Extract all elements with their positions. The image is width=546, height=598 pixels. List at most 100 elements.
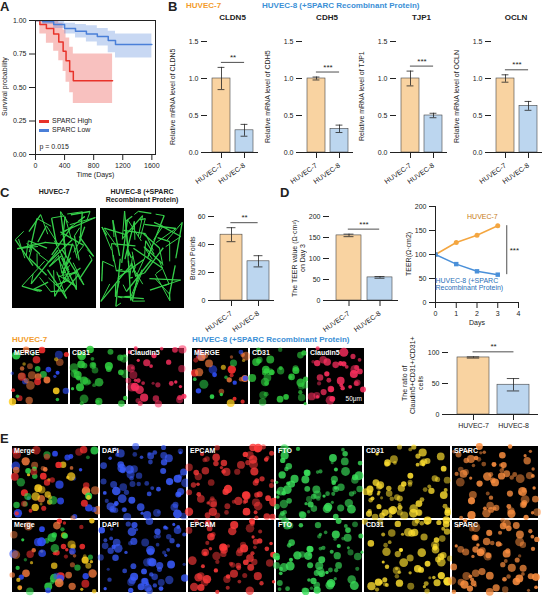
- svg-text:HUVEC-7: HUVEC-7: [467, 213, 498, 220]
- svg-text:1.0: 1.0: [189, 75, 199, 82]
- svg-text:***: ***: [512, 60, 521, 69]
- svg-text:0.0: 0.0: [472, 149, 482, 156]
- html-text:SPARC Low: SPARC Low: [52, 126, 91, 133]
- svg-text:200: 200: [415, 203, 427, 210]
- svg-text:0: 0: [423, 299, 427, 306]
- svg-text:0: 0: [436, 411, 440, 418]
- svg-text:HUVEC-8: HUVEC-8: [312, 162, 341, 185]
- html-text:HUVEC-7: HUVEC-7: [12, 335, 48, 344]
- svg-text:0.0: 0.0: [378, 149, 388, 156]
- html-text:Branch Points: Branch Points: [189, 236, 196, 280]
- html-text:HUVEC-8 (+SPARC Recombinant Pr: HUVEC-8 (+SPARC Recombinant Protein): [262, 1, 420, 10]
- html-text:C: C: [0, 185, 10, 200]
- svg-text:HUVEC-7: HUVEC-7: [322, 310, 351, 333]
- html-text:The ratio of Claudin5+CD31+/CD: The ratio of Claudin5+CD31+/CD31+ cells: [401, 336, 424, 414]
- svg-text:**: **: [230, 53, 236, 62]
- svg-text:HUVEC-7: HUVEC-7: [194, 161, 224, 186]
- svg-text:50: 50: [313, 276, 321, 283]
- svg-text:1600: 1600: [144, 162, 160, 169]
- svg-text:HUVEC-8: HUVEC-8: [217, 162, 246, 185]
- svg-text:0.0: 0.0: [189, 149, 199, 156]
- svg-text:100: 100: [415, 251, 427, 258]
- html-text:OCLN: OCLN: [504, 13, 528, 22]
- html-text:CDH5: CDH5: [316, 13, 338, 22]
- svg-text:HUVEC-8: HUVEC-8: [498, 422, 529, 429]
- svg-text:0.50: 0.50: [13, 84, 27, 91]
- html-text:Relative mRNA level of OCLN: Relative mRNA level of OCLN: [452, 50, 460, 143]
- svg-text:1.0: 1.0: [283, 75, 293, 82]
- svg-text:200: 200: [309, 213, 321, 220]
- svg-text:0.25: 0.25: [13, 117, 27, 124]
- svg-text:HUVEC-7: HUVEC-7: [288, 161, 318, 186]
- svg-text:100: 100: [428, 349, 440, 356]
- html-text:HUVEC-8 (+SPARC Recombinant Pr: HUVEC-8 (+SPARC Recombinant Protein): [105, 188, 179, 203]
- svg-text:***: ***: [323, 63, 332, 72]
- svg-text:p = 0.015: p = 0.015: [40, 143, 69, 151]
- svg-text:Time (Days): Time (Days): [77, 171, 115, 179]
- svg-text:1.5: 1.5: [189, 38, 199, 45]
- svg-text:0.5: 0.5: [378, 112, 388, 119]
- svg-text:HUVEC-8 (+SPARCRecombinant Pro: HUVEC-8 (+SPARCRecombinant Protein): [436, 277, 504, 292]
- html-text:HUVEC-8 (+SPARC Recombinant Pr: HUVEC-8 (+SPARC Recombinant Protein): [192, 335, 350, 344]
- svg-text:40: 40: [198, 241, 206, 248]
- svg-text:1.0: 1.0: [378, 75, 388, 82]
- svg-text:HUVEC-7: HUVEC-7: [458, 422, 489, 429]
- svg-text:3: 3: [496, 310, 500, 317]
- html-text:Survival probability: Survival probability: [1, 57, 8, 117]
- svg-text:HUVEC-8: HUVEC-8: [231, 310, 260, 333]
- svg-text:***: ***: [417, 57, 426, 66]
- html-text:E: E: [0, 431, 9, 446]
- svg-text:0: 0: [317, 297, 321, 304]
- svg-text:0.5: 0.5: [472, 112, 482, 119]
- html-text:The TEER value (Ω·cm²) on Day: The TEER value (Ω·cm²) on Day 3: [291, 219, 306, 297]
- svg-text:1.00: 1.00: [13, 17, 27, 24]
- svg-text:***: ***: [359, 220, 368, 229]
- html-text:A: A: [0, 0, 10, 14]
- svg-text:1.0: 1.0: [472, 75, 482, 82]
- svg-text:0: 0: [434, 310, 438, 317]
- svg-text:HUVEC-8: HUVEC-8: [353, 310, 382, 333]
- svg-text:150: 150: [309, 234, 321, 241]
- svg-text:20: 20: [198, 269, 206, 276]
- html-text:B: B: [168, 0, 178, 14]
- svg-text:2: 2: [475, 310, 479, 317]
- svg-text:50: 50: [432, 380, 440, 387]
- html-text:CLDN5: CLDN5: [219, 13, 246, 22]
- html-text:TJP1: TJP1: [411, 13, 432, 22]
- svg-text:***: ***: [510, 246, 519, 255]
- svg-text:60: 60: [198, 213, 206, 220]
- svg-text:1.5: 1.5: [283, 38, 293, 45]
- svg-text:0.5: 0.5: [283, 112, 293, 119]
- html-text:Relative mRNA level of TJP1: Relative mRNA level of TJP1: [358, 51, 365, 142]
- svg-text:0.75: 0.75: [13, 50, 27, 57]
- html-text:TEER(Ω·cm2): TEER(Ω·cm2): [405, 231, 412, 277]
- html-text:D: D: [280, 185, 290, 200]
- svg-text:800: 800: [88, 162, 100, 169]
- svg-text:HUVEC-7: HUVEC-7: [204, 310, 233, 333]
- svg-text:0: 0: [34, 162, 38, 169]
- svg-text:1200: 1200: [115, 162, 131, 169]
- html-text:Relative mRNA level of CDH5: Relative mRNA level of CDH5: [263, 50, 271, 143]
- svg-text:HUVEC-8: HUVEC-8: [501, 162, 530, 185]
- svg-text:400: 400: [59, 162, 71, 169]
- svg-text:1: 1: [454, 310, 458, 317]
- svg-text:**: **: [490, 342, 496, 351]
- svg-text:0: 0: [202, 297, 206, 304]
- svg-text:0.0: 0.0: [283, 149, 293, 156]
- svg-text:0.00: 0.00: [13, 151, 27, 158]
- svg-text:4: 4: [517, 310, 521, 317]
- svg-text:100: 100: [309, 255, 321, 262]
- svg-text:50: 50: [419, 275, 427, 282]
- html-text:SPARC High: SPARC High: [52, 117, 92, 124]
- svg-text:150: 150: [415, 227, 427, 234]
- svg-text:HUVEC-7: HUVEC-7: [477, 161, 507, 186]
- svg-text:Days: Days: [469, 319, 485, 327]
- svg-text:0.5: 0.5: [189, 112, 199, 119]
- svg-text:1.5: 1.5: [378, 38, 388, 45]
- svg-text:HUVEC-7: HUVEC-7: [383, 161, 413, 186]
- html-text:HUVEC-7: HUVEC-7: [186, 1, 222, 10]
- html-text:Relative mRNA level of CLDN5: Relative mRNA level of CLDN5: [169, 48, 176, 145]
- svg-text:HUVEC-8: HUVEC-8: [406, 162, 435, 185]
- svg-text:**: **: [241, 213, 247, 222]
- svg-text:1.5: 1.5: [472, 38, 482, 45]
